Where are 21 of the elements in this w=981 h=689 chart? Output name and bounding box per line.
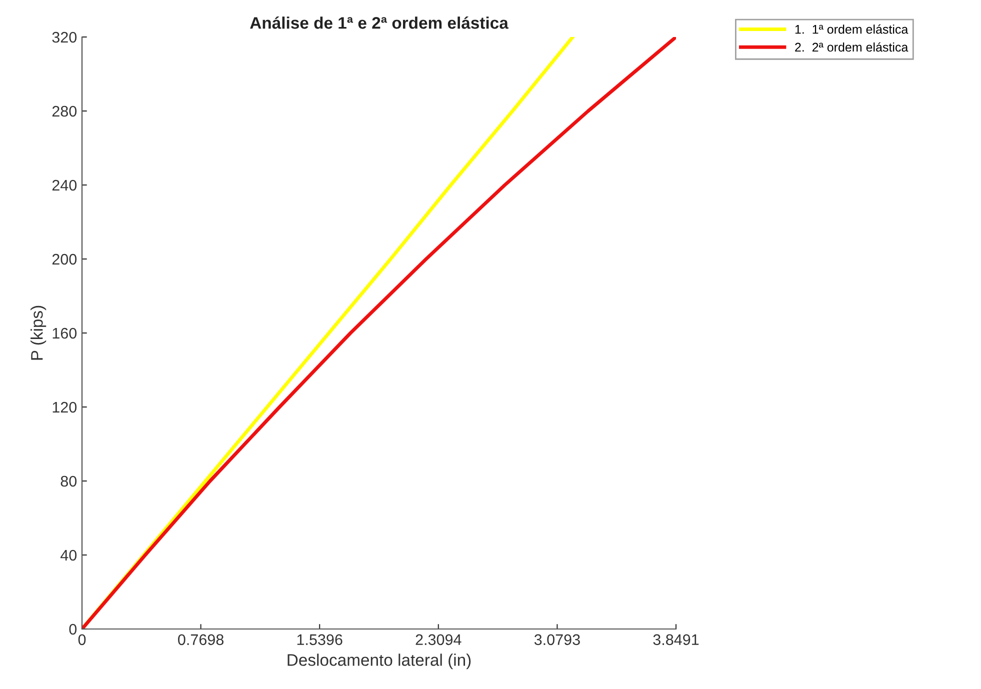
x-tick-label: 0.7698: [178, 634, 224, 646]
chart-title: Análise de 1ª e 2ª ordem elástica: [250, 16, 508, 29]
y-tick-label: 120: [52, 402, 77, 413]
y-tick-label: 240: [52, 180, 77, 191]
y-tick-label: 320: [52, 32, 77, 43]
y-axis-title: P (kips): [30, 306, 46, 360]
x-axis-title: Deslocamento lateral (in): [288, 654, 471, 670]
y-tick-label: 0: [69, 624, 77, 635]
y-tick-label: 160: [52, 328, 77, 339]
y-tick-label: 200: [52, 254, 77, 265]
line-series: [82, 37, 676, 629]
legend-label: 1. 1ª ordem elástica: [795, 24, 908, 34]
y-tick-label: 80: [60, 476, 77, 487]
x-tick-label: 1.5396: [297, 634, 342, 646]
legend-label: 2. 2ª ordem elástica: [795, 42, 908, 52]
x-tick-label: 2.3094: [416, 634, 462, 646]
x-tick-label: 0: [78, 634, 86, 646]
x-tick-label: 3.8491: [653, 634, 699, 646]
y-tick-label: 280: [52, 106, 77, 117]
y-tick-label: 40: [60, 550, 77, 561]
x-tick-label: 3.0793: [534, 634, 580, 646]
